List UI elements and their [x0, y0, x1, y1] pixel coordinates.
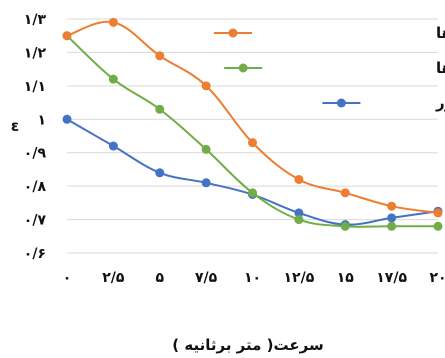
legend-label: آرایش عمودی از ACCها — [436, 24, 445, 42]
y-tick-label: ۰/۸ — [24, 179, 47, 195]
y-tick-label: ۱/۲ — [24, 45, 47, 61]
x-tick-label: ۰ — [63, 270, 72, 286]
x-tick-label: ۱۷/۵ — [376, 270, 407, 286]
data-point — [248, 188, 257, 198]
series-line — [66, 20, 439, 214]
grid — [67, 18, 438, 254]
x-axis-ticks: ۰ ۲/۵ ۵ ۷/۵ ۱۰ ۱۲/۵ ۱۵ ۱۷/۵ ۲۰ — [63, 270, 445, 286]
series-1 — [62, 31, 443, 231]
legend-item: آرایش افقی از ACCها — [224, 59, 445, 77]
y-tick-label: ۰/۶ — [24, 246, 46, 262]
data-point — [387, 221, 397, 231]
legend-label: آرایش افقی از ACCها — [436, 59, 445, 77]
data-point — [155, 168, 165, 178]
series-line — [66, 118, 439, 226]
data-point — [248, 138, 257, 148]
legend-item: آرایش عمودی از ACCها — [213, 24, 445, 42]
x-tick-label: ۲۰ — [429, 270, 445, 286]
data-point — [201, 81, 211, 91]
y-axis-ticks: ۱/۳ ۱/۲ ۱/۱ ۱ ۰/۹ ۰/۸ ۰/۷ ۰/۶ — [24, 12, 47, 262]
x-tick-label: ۲/۵ — [102, 270, 125, 286]
series-layer — [62, 17, 443, 231]
data-point — [155, 51, 165, 61]
data-point — [108, 141, 118, 151]
x-tick-label: ۱۲/۵ — [284, 270, 315, 286]
data-point — [108, 74, 118, 84]
data-point — [294, 208, 304, 218]
y-tick-label: ۰/۷ — [24, 213, 47, 229]
data-point — [108, 17, 118, 27]
x-tick-label: ۱۰ — [244, 270, 261, 286]
data-point — [62, 31, 72, 41]
x-tick-label: ۵ — [155, 270, 164, 286]
data-point — [433, 208, 443, 218]
data-point — [155, 104, 165, 114]
legend-item: کندانسور — [322, 94, 445, 112]
data-point — [201, 178, 211, 188]
series-0 — [62, 17, 443, 218]
data-point — [294, 174, 304, 184]
x-tick-label: ۱۵ — [337, 270, 355, 286]
y-tick-label: ۱/۱ — [24, 79, 46, 95]
data-point — [387, 201, 397, 211]
x-axis-label: سرعت( متر برثانیه ) — [172, 336, 323, 354]
data-point — [387, 213, 397, 223]
legend-swatch-marker — [238, 63, 248, 73]
series-2 — [62, 114, 443, 230]
legend-swatch-marker — [336, 98, 346, 108]
data-point — [62, 114, 72, 124]
y-tick-label: ۰/۹ — [24, 146, 47, 162]
legend: آرایش عمودی از ACCها آرایش افقی از ACCها ک… — [213, 24, 445, 112]
y-tick-label: ۱/۳ — [24, 12, 47, 28]
data-point — [340, 221, 350, 231]
data-point — [201, 144, 211, 154]
x-tick-label: ۷/۵ — [195, 270, 218, 286]
legend-label: کندانسور — [435, 94, 445, 112]
y-axis-label: ε — [11, 117, 19, 135]
data-point — [340, 188, 350, 198]
data-point — [433, 221, 443, 231]
y-tick-label: ۱ — [37, 112, 46, 128]
legend-swatch-marker — [228, 28, 238, 38]
data-point — [294, 215, 304, 225]
